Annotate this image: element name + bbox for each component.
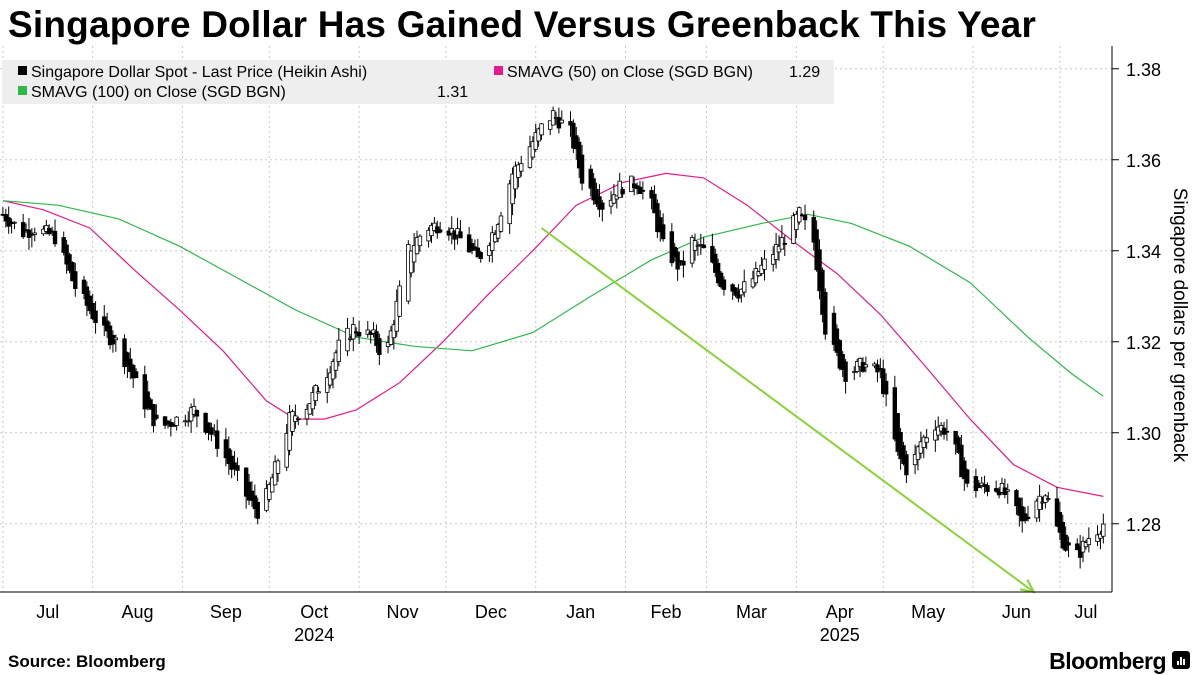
candle-body — [12, 221, 17, 224]
y-tick-label: 1.34 — [1126, 242, 1161, 262]
x-tick-label: Jul — [36, 602, 59, 622]
candle-body — [214, 430, 220, 449]
candle-body — [579, 154, 585, 184]
candle-body — [782, 242, 787, 245]
candle-body — [640, 189, 646, 192]
candle-body — [519, 163, 524, 172]
candle-body — [93, 310, 98, 324]
candle-body — [600, 202, 605, 210]
x-tick-label: Aug — [122, 602, 154, 622]
candle-body — [316, 391, 321, 394]
legend: Singapore Dollar Spot - Last Price (Heik… — [2, 60, 834, 104]
y-tick-label: 1.30 — [1126, 424, 1161, 444]
x-tick-label: Jun — [1002, 602, 1031, 622]
legend-value-smavg100: 1.31 — [437, 84, 468, 101]
axes: 1.28 1.30 1.32 1.34 1.36 1.38 Jul Aug Sep Oct Nov D… — [0, 46, 1190, 645]
candle-body — [437, 229, 443, 233]
y-axis-title: Singapore dollars per greenback — [1169, 188, 1190, 463]
candle-body — [186, 420, 191, 423]
legend-entry-smavg100: SMAVG (100) on Close (SGD BGN) — [31, 84, 286, 101]
candle-body — [1046, 498, 1051, 500]
legend-entry-spot: Singapore Dollar Spot - Last Price (Heik… — [31, 64, 367, 81]
candle-body — [539, 123, 544, 136]
candle-body — [559, 119, 564, 124]
x-year-label: 2025 — [820, 625, 860, 645]
plot-area — [0, 106, 1106, 594]
x-tick-label: May — [911, 602, 945, 622]
candle-body — [32, 232, 37, 235]
candle-body — [802, 214, 808, 221]
series-smavg50-line — [2, 172, 1104, 497]
legend-swatch-spot — [18, 66, 27, 75]
candle-body — [478, 252, 483, 259]
x-tick-label: Feb — [651, 602, 682, 622]
x-tick-label: Dec — [475, 602, 507, 622]
legend-swatch-smavg50 — [494, 66, 503, 75]
candle-body — [762, 258, 767, 270]
candle-body — [721, 279, 727, 290]
x-tick-label: Apr — [826, 602, 854, 622]
gridlines — [0, 46, 1112, 592]
x-tick-label: Mar — [736, 602, 767, 622]
legend-entry-smavg50: SMAVG (50) on Close (SGD BGN) — [507, 64, 753, 81]
candle-body — [823, 291, 828, 335]
candle-body — [255, 501, 260, 519]
x-tick-label: Sep — [210, 602, 242, 622]
candle-body — [296, 418, 301, 421]
candle-body — [904, 454, 909, 476]
x-tick-label: Jan — [566, 602, 595, 622]
candle-body — [701, 244, 706, 249]
candle-body — [1086, 538, 1092, 546]
candle-body — [1005, 489, 1010, 492]
candle-body — [924, 437, 929, 443]
candle-body — [235, 465, 240, 471]
candle-body — [1025, 516, 1031, 520]
candle-body — [377, 338, 382, 355]
candle-body — [417, 235, 423, 247]
x-tick-label: Jul — [1074, 602, 1097, 622]
candle-body — [194, 410, 200, 417]
candle-body — [742, 281, 747, 293]
candle-body — [660, 224, 666, 240]
candle-body — [113, 337, 119, 341]
chart-title: Singapore Dollar Has Gained Versus Green… — [8, 4, 1037, 45]
source-note: Source: Bloomberg — [8, 652, 166, 671]
series-smavg100-line — [2, 200, 1104, 397]
x-tick-label: Oct — [300, 602, 328, 622]
y-tick-label: 1.36 — [1126, 151, 1161, 171]
candle-body — [681, 260, 686, 266]
legend-value-smavg50: 1.29 — [789, 64, 820, 81]
candle-body — [397, 285, 402, 317]
candle-body — [863, 364, 869, 368]
candle-body — [498, 215, 504, 232]
candle-body — [620, 188, 625, 195]
legend-background — [2, 60, 834, 104]
candle-body — [1066, 542, 1071, 546]
candle-body — [843, 361, 848, 382]
candle-body — [336, 339, 342, 362]
y-tick-label: 1.32 — [1126, 333, 1161, 353]
brand-logo: Bloomberg — [1049, 648, 1166, 674]
candle-body — [965, 469, 970, 484]
candle-body — [73, 271, 78, 289]
bloomberg-terminal-icon — [1172, 651, 1190, 669]
candle-body — [944, 430, 950, 433]
candle-body — [133, 371, 139, 379]
candle-body — [883, 380, 889, 395]
candle-body — [458, 231, 463, 239]
x-tick-label: Nov — [387, 602, 419, 622]
y-tick-label: 1.38 — [1126, 60, 1161, 80]
candle-body — [356, 331, 362, 337]
candle-body — [52, 230, 58, 245]
candle-body — [154, 414, 159, 419]
x-year-label: 2024 — [294, 625, 334, 645]
trend-arrow-line — [540, 227, 1035, 593]
candle-body — [1101, 523, 1106, 537]
candle-body — [985, 485, 990, 492]
legend-swatch-smavg100 — [18, 86, 27, 95]
candle-body — [174, 416, 179, 426]
candle-body — [275, 460, 281, 474]
y-tick-label: 1.28 — [1126, 515, 1161, 535]
